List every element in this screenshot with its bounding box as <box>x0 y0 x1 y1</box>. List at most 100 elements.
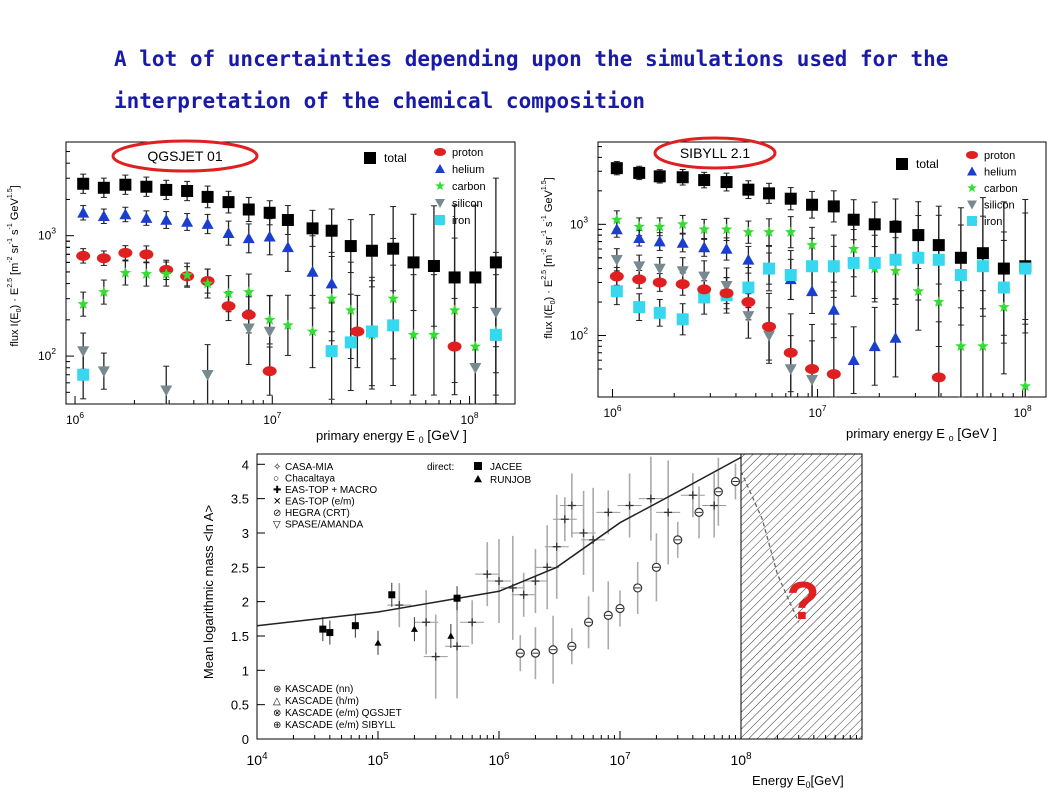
legend-marker-iron <box>967 216 977 226</box>
carbon-point <box>448 304 461 316</box>
total-point <box>222 196 235 209</box>
proton-point <box>118 247 133 258</box>
indirect-point <box>508 583 517 592</box>
helium-point <box>633 232 646 244</box>
silicon-point <box>469 362 482 374</box>
total-point <box>847 213 860 226</box>
carbon-point <box>677 218 689 230</box>
slide-title-line-1: A lot of uncertainties depending upon th… <box>114 47 949 71</box>
y-tick-label: 103 <box>38 226 56 243</box>
carbon-point <box>160 268 172 279</box>
iron-point <box>344 336 357 349</box>
carbon-point <box>633 220 645 232</box>
iron-point <box>1019 262 1032 275</box>
carbon-point <box>720 223 733 235</box>
direct-triangle-point <box>410 625 418 632</box>
question-mark: ? <box>787 571 820 631</box>
plot-frame <box>65 141 516 405</box>
carbon-point <box>77 298 89 309</box>
helium-point <box>201 218 214 229</box>
carbon-point <box>407 328 420 340</box>
indirect-point <box>625 501 634 510</box>
silicon-point <box>97 366 110 378</box>
total-point <box>325 224 338 237</box>
proton-point <box>826 369 841 380</box>
x-tick-label: 107 <box>609 751 630 768</box>
helium-point <box>827 303 840 315</box>
x-axis-sub: 0 <box>419 435 424 445</box>
kascade-point <box>583 617 594 627</box>
legend-label: JACEE <box>490 462 523 473</box>
y-tick-label: 2.5 <box>231 560 249 575</box>
iron-point <box>633 301 646 314</box>
total-point <box>469 271 482 284</box>
carbon-point <box>119 267 132 278</box>
direct-square-point <box>453 594 461 602</box>
proton-point <box>241 309 256 320</box>
legend-marker-iron <box>435 215 445 225</box>
legend-symbol: ⊘ <box>273 508 281 519</box>
proton-point <box>350 326 365 337</box>
proton-point <box>652 277 667 288</box>
helium-point <box>653 235 666 247</box>
carbon-point <box>806 239 818 250</box>
indirect-point <box>567 501 576 510</box>
carbon-point <box>428 328 440 340</box>
indirect-point <box>710 501 719 510</box>
silicon-point <box>698 271 711 283</box>
carbon-point <box>222 287 235 299</box>
helium-point <box>806 285 819 297</box>
helium-point <box>889 332 902 343</box>
total-point <box>407 256 420 269</box>
proton-point <box>762 321 777 332</box>
x-axis-title: primary energy E 0 [GeV ] <box>316 427 467 446</box>
carbon-point <box>763 226 775 237</box>
total-point <box>806 198 819 211</box>
direct-square-point <box>351 622 359 630</box>
legend-marker-proton <box>434 148 446 156</box>
legend-direct-marker <box>474 462 482 470</box>
carbon-point <box>955 340 967 352</box>
carbon-point <box>889 265 902 276</box>
carbon-point <box>742 226 755 237</box>
kascade-point <box>730 476 741 487</box>
carbon-point <box>785 226 797 237</box>
indirect-point <box>422 618 431 627</box>
helium-point <box>847 354 860 365</box>
carbon-point <box>654 220 666 232</box>
x-axis-unit: [GeV ] <box>427 427 467 443</box>
indirect-point <box>688 491 697 500</box>
legend-label: KASCADE (e/m) SIBYLL <box>285 720 396 731</box>
y-tick-label: 3 <box>242 526 249 541</box>
x-tick-label: 107 <box>809 403 827 420</box>
kascade-point <box>694 507 704 517</box>
total-point <box>653 170 666 183</box>
proton-point <box>447 341 462 352</box>
legend-label-helium: helium <box>984 167 1016 179</box>
helium-point <box>742 253 755 265</box>
kascade-point <box>651 562 662 572</box>
legend-direct-title: direct: <box>427 462 454 473</box>
carbon-point <box>243 286 255 297</box>
silicon-point <box>633 261 646 273</box>
indirect-point <box>453 642 462 651</box>
x-axis-label: primary energy E <box>316 428 415 443</box>
iron-point <box>653 306 666 319</box>
legend-label: SPASE/AMANDA <box>285 520 363 531</box>
indirect-point <box>543 563 552 572</box>
legend-direct-marker <box>474 475 482 483</box>
legend-label: HEGRA (CRT) <box>285 508 350 519</box>
direct-triangle-point <box>374 639 382 646</box>
indirect-point <box>495 577 503 586</box>
x-tick-label: 106 <box>488 751 510 768</box>
helium-point <box>263 230 276 242</box>
svg-text:primary energy E 0 [GeV ]: primary energy E 0 [GeV ] <box>316 427 467 446</box>
silicon-point <box>77 346 90 358</box>
y-tick-label: 0 <box>242 732 249 747</box>
indirect-point <box>552 542 561 551</box>
legend-marker-helium <box>435 164 445 173</box>
direct-triangle-point <box>447 632 455 639</box>
x-axis-label: Energy E <box>752 773 806 788</box>
legend-label: RUNJOB <box>490 475 531 486</box>
total-point <box>160 183 173 196</box>
